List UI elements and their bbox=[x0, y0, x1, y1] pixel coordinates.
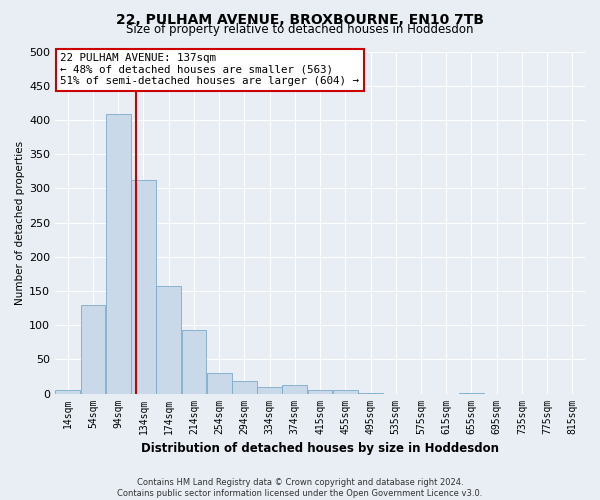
Text: Contains HM Land Registry data © Crown copyright and database right 2024.
Contai: Contains HM Land Registry data © Crown c… bbox=[118, 478, 482, 498]
Bar bbox=[459, 393, 484, 394]
Bar bbox=[358, 393, 383, 394]
Bar bbox=[131, 180, 156, 394]
Bar bbox=[308, 390, 332, 394]
Bar bbox=[55, 390, 80, 394]
Bar bbox=[283, 386, 307, 394]
Text: 22, PULHAM AVENUE, BROXBOURNE, EN10 7TB: 22, PULHAM AVENUE, BROXBOURNE, EN10 7TB bbox=[116, 12, 484, 26]
Bar bbox=[157, 286, 181, 394]
Bar bbox=[257, 386, 282, 394]
Bar bbox=[182, 330, 206, 394]
Y-axis label: Number of detached properties: Number of detached properties bbox=[15, 140, 25, 304]
Text: Size of property relative to detached houses in Hoddesdon: Size of property relative to detached ho… bbox=[126, 22, 474, 36]
X-axis label: Distribution of detached houses by size in Hoddesdon: Distribution of detached houses by size … bbox=[141, 442, 499, 455]
Bar bbox=[207, 373, 232, 394]
Text: 22 PULHAM AVENUE: 137sqm
← 48% of detached houses are smaller (563)
51% of semi-: 22 PULHAM AVENUE: 137sqm ← 48% of detach… bbox=[61, 53, 359, 86]
Bar bbox=[333, 390, 358, 394]
Bar bbox=[80, 304, 106, 394]
Bar bbox=[106, 114, 131, 394]
Bar bbox=[232, 381, 257, 394]
